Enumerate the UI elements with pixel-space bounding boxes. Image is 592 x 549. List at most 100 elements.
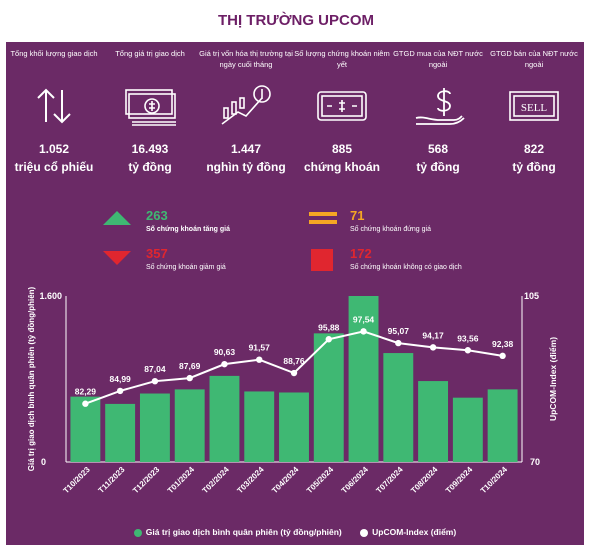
x-tick-label: T07/2024 [374,465,405,496]
stat-listed: Số lượng chứng khoán niêm yết 885 chứng … [294,48,390,174]
index-point [186,374,193,382]
data-label: 93,56 [457,333,479,343]
bar [418,381,449,462]
bar [313,333,344,462]
bar [279,392,309,462]
index-point [499,352,506,360]
data-label: 91,57 [249,343,271,353]
x-tick-label: T10/2023 [62,465,93,496]
x-tick-label: T02/2024 [201,465,232,496]
data-label: 92,38 [492,339,514,349]
growth-chart-icon [221,85,271,125]
svg-text:SELL: SELL [521,102,548,114]
triangle-down-icon [103,251,131,265]
y2-axis-title: UpCOM-Index (điểm) [548,337,558,421]
stat-foreign-buy: GTGD mua của NĐT nước ngoài 568 tỷ đồng [390,48,486,174]
data-label: 82,29 [75,387,97,397]
stat-label: Số lượng chứng khoán niêm yết [294,49,390,69]
banknotes-icon [125,89,176,126]
index-point [82,400,89,407]
index-point [360,328,367,335]
x-tick-label: T05/2024 [305,465,336,496]
x-tick-label: T09/2024 [444,465,475,496]
bar [452,397,483,462]
data-label: 94,17 [422,330,444,340]
flat-label: Số chứng khoán đứng giá [350,226,431,233]
stat-label: Giá trị vốn hóa thị trường tại ngày cuối… [199,49,293,69]
y-tick-label: 1.600 [39,291,62,301]
stat-unit: triệu cổ phiếu [14,160,94,174]
bar [383,353,414,462]
index-point [429,344,437,351]
y-axis-title: Giá trị giao dịch bình quân phiên (tỷ đồ… [27,286,36,471]
stat-value: 822 [523,142,545,156]
x-tick-label: T12/2023 [131,465,162,496]
data-label: 87,04 [144,364,166,374]
legend-swatch-line [360,528,369,537]
stat-value: 885 [331,142,353,156]
equals-icon [309,212,337,224]
data-label: 84,99 [110,374,132,384]
none-label: Số chứng khoán không có giao dịch [350,264,462,271]
data-label: 95,07 [388,326,410,336]
bar [105,403,136,462]
stat-value: 568 [427,142,449,156]
bar [70,396,101,462]
combo-chart: 1.600 0 105 70 Giá trị giao dịch bình quân p… [27,286,558,496]
bar [348,296,379,462]
stat-label: GTGD bán của NĐT nước ngoài [490,49,578,69]
stat-unit: tỷ đồng [512,160,556,174]
index-point [221,360,228,368]
flat-count: 71 [350,208,365,223]
legend-swatch-bars [133,528,142,537]
y2-tick-label: 105 [524,291,539,301]
index-point [116,387,124,395]
chart-legend: Giá trị giao dịch bình quân phiên (tỷ đồ… [6,527,584,537]
y-tick-label: 0 [41,457,46,467]
stat-value-traded: Tổng giá trị giao dịch 16.493 tỷ đồng [102,48,198,174]
index-point [464,347,472,354]
bar [487,389,518,462]
x-tick-label: T06/2024 [340,465,371,496]
index-point [395,339,402,347]
x-tick-label: T11/2023 [97,465,127,495]
data-label: 97,54 [353,314,375,324]
x-tick-label: T03/2024 [235,465,266,496]
index-point [325,336,332,343]
banknote-icon [317,91,367,121]
bar [139,393,170,462]
up-label: Số chứng khoán tăng giá [146,226,231,233]
stat-unit: tỷ đồng [128,160,172,174]
y2-tick-label: 70 [530,457,540,467]
stat-value: 1.447 [230,142,262,156]
index-point [151,377,159,385]
page-title: THỊ TRƯỜNG UPCOM [217,12,375,29]
x-tick-label: T08/2024 [409,465,440,496]
data-label: 87,69 [179,361,201,371]
bar [244,391,275,462]
stat-unit: nghìn tỷ đồng [206,160,286,174]
infographic-panel: Tổng khối lượng giao dịch 1.052 triệu cổ… [6,42,584,545]
triangle-up-icon [103,211,131,225]
sell-banknote-icon: SELL [509,91,559,121]
stat-value: 1.052 [38,142,70,156]
x-tick-label: T10/2024 [479,465,510,496]
stat-label: Tổng khối lượng giao dịch [10,49,98,58]
legend-label-line: UpCOM-Index (điểm) [372,527,457,537]
bar [174,389,205,462]
stat-label: Tổng giá trị giao dịch [115,49,185,58]
down-count: 357 [146,246,168,261]
up-down-arrows-icon [37,88,71,124]
none-count: 172 [350,246,372,261]
stat-unit: chứng khoán [303,160,381,174]
data-label: 95,88 [318,322,340,332]
square-icon [311,249,333,271]
data-label: 88,76 [283,356,305,366]
index-point [256,356,263,363]
header: THỊ TRƯỜNG UPCOM [0,0,592,42]
stat-foreign-sell: GTGD bán của NĐT nước ngoài SELL 822 tỷ … [486,48,582,174]
bar [209,375,240,462]
legend-item-line: UpCOM-Index (điểm) [360,527,456,537]
data-label: 90,63 [214,347,236,357]
x-tick-label: T01/2024 [166,465,197,496]
